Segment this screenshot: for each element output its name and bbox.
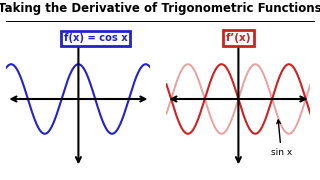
Text: f(x) = cos x: f(x) = cos x: [64, 33, 128, 43]
Text: sin x: sin x: [271, 120, 292, 157]
Text: Taking the Derivative of Trigonometric Functions: Taking the Derivative of Trigonometric F…: [0, 2, 320, 15]
Text: f’(x): f’(x): [226, 33, 251, 43]
